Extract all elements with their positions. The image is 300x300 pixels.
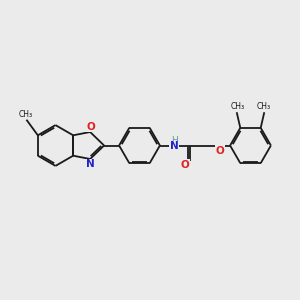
Text: O: O: [216, 146, 225, 156]
Text: H: H: [171, 136, 177, 145]
Text: O: O: [86, 122, 95, 132]
Text: N: N: [169, 141, 178, 152]
Text: CH₃: CH₃: [19, 110, 33, 119]
Text: CH₃: CH₃: [231, 102, 245, 111]
Text: N: N: [86, 159, 95, 170]
Text: CH₃: CH₃: [256, 102, 271, 111]
Text: O: O: [180, 160, 189, 170]
